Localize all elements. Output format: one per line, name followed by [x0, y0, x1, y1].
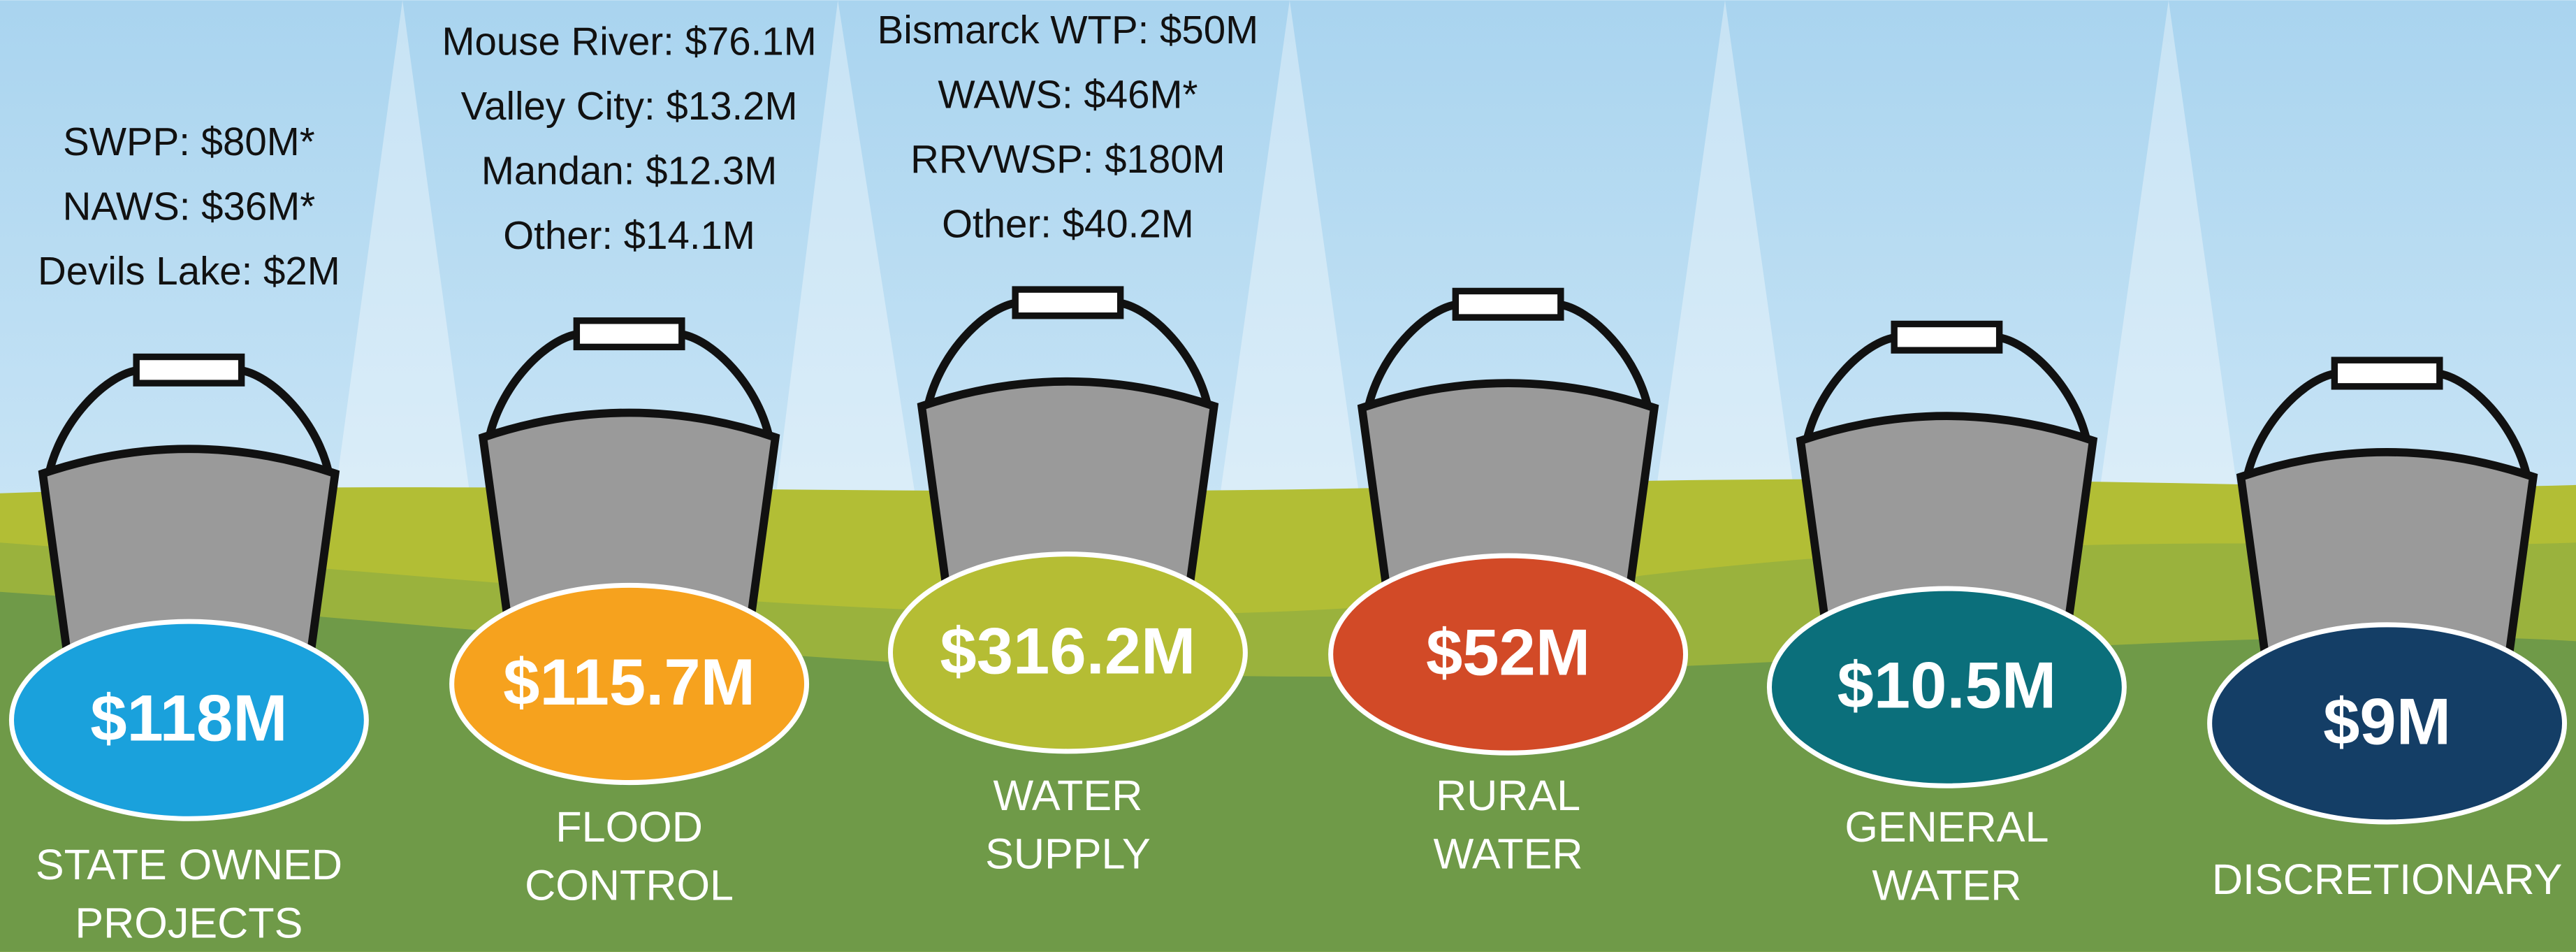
- total-badge: [1766, 586, 2127, 788]
- bucket-body: [2236, 448, 2538, 662]
- allocation-item: NAWS: $36M*: [63, 185, 316, 229]
- total-amount: $115.7M: [503, 645, 755, 719]
- bucket-group: $52M RURAL WATER: [1328, 287, 1689, 878]
- bucket-body: [478, 408, 780, 623]
- total-amount: $316.2M: [940, 614, 1195, 687]
- allocation-item: Mouse River: $76.1M: [442, 20, 816, 64]
- allocation-item: RRVWSP: $180M: [910, 137, 1225, 181]
- bucket-body: [1357, 379, 1659, 593]
- bucket-body: [917, 377, 1219, 591]
- bucket-group: $118M SWPP: $80M* NAWS: $36M* Devils Lake: …: [8, 120, 369, 946]
- category-label: GENERAL: [1844, 803, 2049, 851]
- total-badge: [8, 619, 369, 821]
- total-amount: $10.5M: [1838, 649, 2057, 722]
- category-label: CONTROL: [525, 861, 734, 909]
- bucket-handle-grip: [1012, 286, 1124, 319]
- bucket-group: $10.5M GENERAL WATER: [1766, 320, 2127, 909]
- category-label: WATER: [1434, 830, 1583, 878]
- category-label: WATER: [1872, 861, 2021, 909]
- bucket-handle-grip: [573, 317, 685, 351]
- bucket-group: $115.7M Mouse River: $76.1M Valley City: $…: [442, 20, 816, 909]
- category-label: SUPPLY: [985, 830, 1151, 878]
- total-amount: $52M: [1426, 616, 1590, 689]
- category-label: DISCRETIONARY: [2212, 856, 2563, 903]
- allocation-item: Mandan: $12.3M: [481, 148, 777, 192]
- bucket-group: $316.2M Bismarck WTP: $50M WAWS: $46M* RRVW…: [878, 8, 1259, 877]
- category-label: PROJECTS: [75, 899, 303, 946]
- bucket-handle-grip: [1452, 287, 1564, 321]
- light-rays: [328, 0, 2243, 543]
- bucket-handle-grip: [2331, 356, 2443, 390]
- category-label: WATER: [993, 772, 1142, 819]
- allocation-item: SWPP: $80M*: [63, 120, 315, 164]
- allocation-item: Bismarck WTP: $50M: [878, 8, 1259, 52]
- allocation-item: Devils Lake: $2M: [38, 249, 340, 293]
- total-badge: [2207, 622, 2568, 825]
- bucket-handle-grip: [1891, 320, 2003, 354]
- allocation-item: Other: $40.2M: [942, 201, 1194, 245]
- allocation-item: WAWS: $46M*: [938, 73, 1198, 117]
- total-amount: $118M: [90, 681, 287, 755]
- bucket-body: [38, 445, 340, 659]
- total-amount: $9M: [2323, 684, 2451, 758]
- bucket-body: [1796, 412, 2098, 626]
- total-badge: [887, 551, 1248, 754]
- category-label: FLOOD: [555, 803, 703, 851]
- total-badge: [1328, 553, 1689, 756]
- total-badge: [449, 582, 810, 786]
- category-label: STATE OWNED: [36, 841, 342, 888]
- bucket-handle-grip: [133, 353, 245, 387]
- bucket-group: $9M DISCRETIONARY: [2207, 356, 2568, 903]
- category-label: RURAL: [1436, 772, 1580, 819]
- allocation-item: Other: $14.1M: [503, 213, 755, 257]
- allocation-item: Valley City: $13.2M: [461, 84, 798, 128]
